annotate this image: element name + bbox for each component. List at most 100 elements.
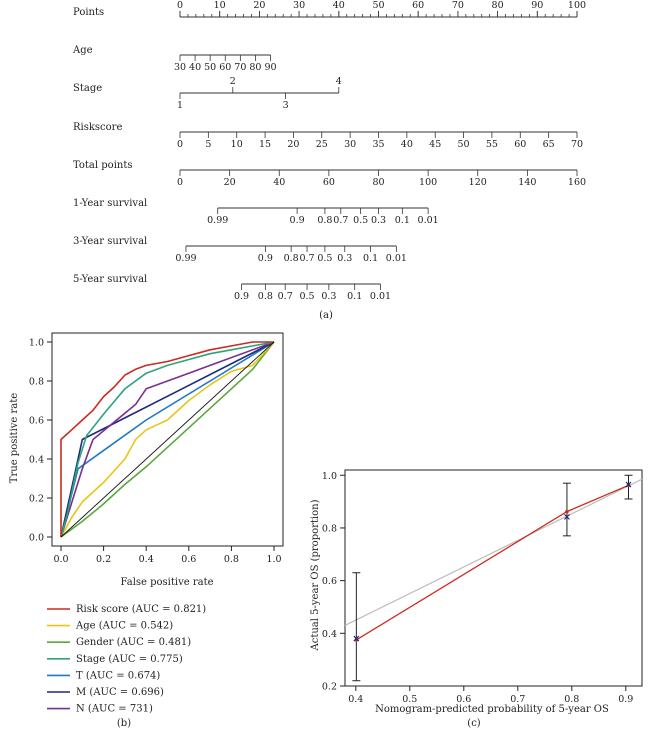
age-tick-label: 70	[234, 62, 246, 73]
riskscore-tick-label: 25	[316, 139, 328, 150]
roc-series-line	[60, 341, 275, 538]
roc-y-tick-label: 0.8	[29, 377, 44, 388]
three-year-survival-tick-label: 0.99	[175, 253, 196, 264]
total-points-tick-label: 140	[518, 177, 536, 188]
roc-series-line	[60, 341, 274, 537]
total-points-tick-label: 20	[224, 177, 236, 188]
total-points-tick-label: 120	[469, 177, 487, 188]
roc-diagonal-line	[60, 341, 275, 538]
roc-x-tick-label: 0.4	[139, 554, 154, 565]
calibration-y-tick-label: 0.2	[322, 682, 337, 693]
roc-legend-label: Age (AUC = 0.542)	[75, 621, 173, 632]
observed-point-marker	[564, 513, 570, 520]
age-tick-label: 50	[204, 62, 216, 73]
calibration-chart: Nomogram-predicted probability of 5-year…	[310, 469, 643, 715]
calibration-x-tick-label: 0.9	[618, 694, 633, 705]
calibration-line	[355, 484, 629, 641]
calibration-ylabel: Actual 5-year OS (proportion)	[310, 499, 321, 651]
one-year-survival-tick-label: 0.7	[333, 215, 348, 226]
one-year-survival-tick-label: 0.8	[317, 215, 332, 226]
roc-y-tick-label: 0.6	[29, 416, 44, 427]
calibration-x-tick-label: 0.4	[348, 694, 363, 705]
five-year-survival-tick-label: 0.5	[299, 291, 314, 302]
three-year-survival-tick-label: 0.9	[258, 253, 273, 264]
stage-tick-label: 3	[283, 100, 289, 111]
three-year-survival-label: 3-Year survival	[73, 236, 147, 247]
roc-legend-label: Risk score (AUC = 0.821)	[76, 604, 206, 615]
calibration-y-tick-label: 0.4	[322, 629, 337, 640]
points-tick-label: 10	[214, 0, 226, 11]
riskscore-label: Riskscore	[73, 122, 122, 133]
riskscore-tick-label: 65	[543, 139, 555, 150]
stage-tick-label: 4	[336, 76, 342, 87]
total-points-tick-label: 40	[273, 177, 285, 188]
panel-label-c: (c)	[467, 718, 481, 729]
roc-legend-label: Stage (AUC = 0.775)	[76, 654, 183, 665]
riskscore-tick-label: 30	[344, 139, 356, 150]
roc-y-tick-label: 0.4	[29, 455, 44, 466]
observed-point-marker	[353, 635, 360, 642]
three-year-survival-tick-label: 0.5	[317, 253, 332, 264]
three-year-survival-tick-label: 0.1	[363, 253, 378, 264]
calibration-xlabel: Nomogram-predicted probability of 5-year…	[375, 704, 609, 715]
points-tick-label: 90	[531, 0, 543, 11]
riskscore-tick-label: 10	[231, 139, 243, 150]
calibration-plot	[344, 474, 643, 682]
riskscore-tick-label: 70	[571, 139, 583, 150]
roc-x-tick-label: 0.0	[53, 554, 68, 565]
roc-series-line	[60, 341, 275, 538]
five-year-survival-tick-label: 0.01	[370, 291, 391, 302]
age-tick-label: 30	[174, 62, 186, 73]
calibration-y-tick-label: 0.8	[322, 523, 337, 534]
roc-legend-label: T (AUC = 0.674)	[76, 670, 160, 681]
age-label: Age	[72, 45, 93, 56]
five-year-survival-tick-label: 0.3	[321, 291, 336, 302]
riskscore-tick-label: 50	[458, 139, 470, 150]
roc-plot-frame	[51, 332, 284, 547]
panel-label-b: (b)	[117, 718, 131, 729]
points-tick-label: 80	[492, 0, 504, 11]
three-year-survival-tick-label: 0.3	[337, 253, 352, 264]
total-points-tick-label: 160	[568, 177, 586, 188]
one-year-survival-tick-label: 0.9	[290, 215, 305, 226]
calibration-ideal-line	[344, 478, 643, 626]
points-tick-label: 50	[372, 0, 384, 11]
one-year-survival-tick-label: 0.1	[395, 215, 410, 226]
age-tick-label: 90	[264, 62, 276, 73]
panel-label-a: (a)	[319, 310, 333, 321]
roc-ylabel: True positive rate	[9, 393, 20, 483]
three-year-survival-tick-label: 0.7	[299, 253, 314, 264]
points-tick-label: 100	[568, 0, 586, 11]
roc-lines	[60, 341, 275, 538]
roc-x-tick-label: 1.0	[266, 554, 281, 565]
points-tick-label: 40	[333, 0, 345, 11]
roc-chart: False positive rate True positive rate 0…	[9, 332, 284, 715]
roc-xlabel: False positive rate	[120, 577, 213, 588]
calibration-point	[565, 509, 569, 514]
one-year-survival-label: 1-Year survival	[73, 198, 147, 209]
total-points-tick-label: 80	[372, 177, 384, 188]
points-tick-label: 0	[177, 0, 183, 11]
points-tick-label: 60	[412, 0, 424, 11]
total-points-tick-label: 60	[323, 177, 335, 188]
stage-tick-label: 1	[177, 100, 183, 111]
roc-series-line	[60, 341, 275, 538]
roc-series-line	[60, 341, 275, 538]
calibration-plot-frame	[344, 469, 643, 687]
riskscore-tick-label: 5	[205, 139, 211, 150]
riskscore-tick-label: 0	[177, 139, 183, 150]
five-year-survival-tick-label: 0.1	[347, 291, 362, 302]
total-points-tick-label: 100	[419, 177, 437, 188]
riskscore-tick-label: 40	[401, 139, 413, 150]
riskscore-tick-label: 60	[514, 139, 526, 150]
riskscore-tick-label: 55	[486, 139, 498, 150]
calibration-y-tick-label: 0.6	[322, 576, 337, 587]
roc-legend: Risk score (AUC = 0.821) Age (AUC = 0.542…	[47, 604, 206, 715]
calibration-x-tick-label: 0.8	[564, 694, 579, 705]
points-tick-label: 20	[253, 0, 265, 11]
three-year-survival-tick-label: 0.8	[284, 253, 299, 264]
points-label: Points	[73, 7, 104, 18]
roc-series-line	[60, 341, 275, 538]
